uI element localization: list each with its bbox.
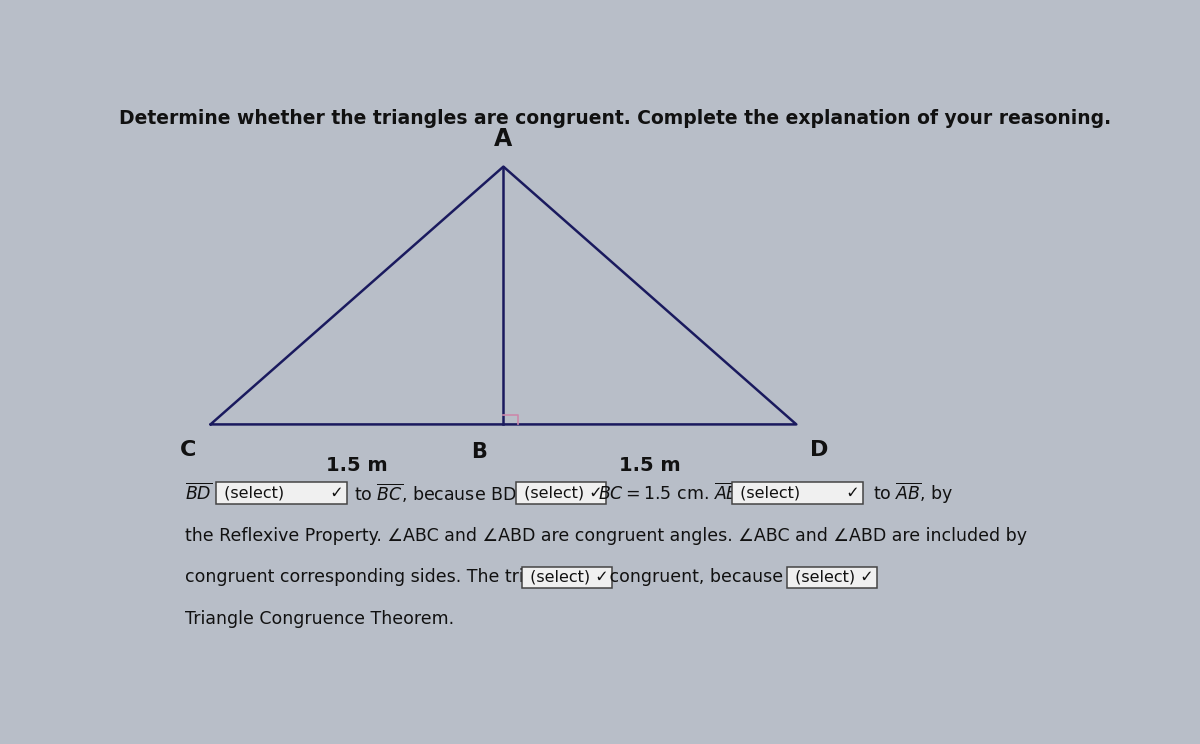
Text: $\overline{BD}$: $\overline{BD}$: [185, 483, 212, 504]
Text: congruent, because of the: congruent, because of the: [604, 568, 840, 586]
Text: $BC = 1.5$ cm. $\overline{AB}$: $BC = 1.5$ cm. $\overline{AB}$: [599, 483, 740, 504]
Text: 1.5 m: 1.5 m: [619, 456, 680, 475]
Text: A: A: [494, 126, 512, 150]
Text: Triangle Congruence Theorem.: Triangle Congruence Theorem.: [185, 610, 455, 628]
Text: (select)         ✓: (select) ✓: [218, 486, 343, 501]
Text: congruent corresponding sides. The triangles: congruent corresponding sides. The trian…: [185, 568, 587, 586]
Text: (select) ✓: (select) ✓: [524, 570, 608, 585]
Text: Determine whether the triangles are congruent. Complete the explanation of your : Determine whether the triangles are cong…: [119, 109, 1111, 128]
Text: B: B: [470, 442, 487, 461]
Text: to $\overline{AB}$, by: to $\overline{AB}$, by: [872, 481, 953, 506]
Text: D: D: [810, 440, 829, 461]
Text: (select) ✓: (select) ✓: [790, 570, 874, 585]
Text: C: C: [180, 440, 197, 461]
Text: (select)         ✓: (select) ✓: [734, 486, 859, 501]
Text: to $\overline{BC}$, because BD: to $\overline{BC}$, because BD: [354, 481, 516, 505]
Text: (select) ✓: (select) ✓: [520, 486, 602, 501]
Text: 1.5 m: 1.5 m: [326, 456, 388, 475]
Text: the Reflexive Property. ∠ABC and ∠ABD are congruent angles. ∠ABC and ∠ABD are in: the Reflexive Property. ∠ABC and ∠ABD ar…: [185, 527, 1027, 545]
